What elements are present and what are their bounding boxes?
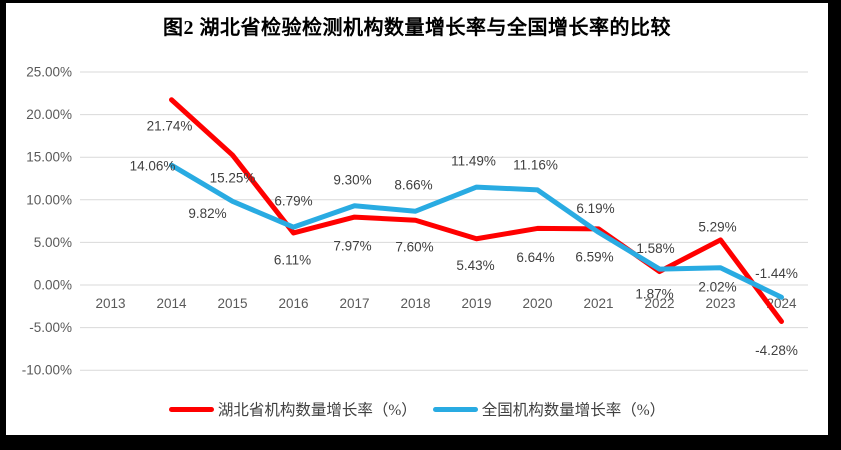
data-label-hubei: 15.25% (210, 171, 256, 186)
data-label-hubei: 6.64% (516, 250, 554, 265)
y-axis-tick-label: 15.00% (26, 150, 72, 165)
hubei-series-color-swatch (168, 406, 214, 412)
x-axis-tick-label: 2019 (461, 296, 491, 311)
data-label-hubei: 21.74% (147, 118, 193, 133)
x-axis-tick-label: 2023 (705, 296, 735, 311)
x-axis-tick-label: 2015 (217, 296, 247, 311)
national-series-color-swatch (432, 406, 478, 412)
x-axis-tick-label: 2013 (95, 296, 125, 311)
data-label-hubei: 6.11% (274, 252, 311, 267)
legend-label-hubei: 湖北省机构数量增长率（%） (217, 402, 417, 419)
data-label-hubei: -4.28% (755, 343, 798, 358)
data-label-hubei: 5.43% (456, 258, 494, 273)
data-label-national: 11.49% (451, 154, 496, 169)
legend-label-national: 全国机构数量增长率（%） (481, 402, 666, 419)
legend-item-national: 全国机构数量增长率（%） (432, 398, 666, 420)
data-label-national: 6.19% (576, 201, 614, 216)
y-axis-tick-label: 0.00% (34, 278, 72, 293)
x-axis-tick-label: 2014 (156, 296, 187, 311)
chart-title: 图2 湖北省检验检测机构数量增长率与全国增长率的比较 (163, 17, 671, 39)
series-line-national (169, 162, 784, 300)
data-label-hubei: 7.97% (333, 239, 371, 254)
data-label-national: -1.44% (755, 266, 798, 281)
data-label-national: 8.66% (394, 178, 432, 193)
data-label-national: 1.87% (635, 287, 673, 302)
legend-item-hubei: 湖北省机构数量增长率（%） (168, 398, 417, 420)
data-label-national: 9.30% (333, 172, 371, 187)
data-label-hubei: 1.58% (636, 241, 674, 256)
y-axis-tick-label: 20.00% (26, 107, 72, 122)
y-axis-tick-label: -10.00% (22, 363, 72, 378)
x-axis-tick-label: 2016 (278, 296, 308, 311)
y-axis-tick-label: 5.00% (34, 235, 72, 250)
x-axis-tick-label: 2024 (766, 296, 797, 311)
y-axis-tick-label: -5.00% (29, 320, 72, 335)
legend: 湖北省机构数量增长率（%） 全国机构数量增长率（%） (6, 398, 828, 420)
data-label-hubei: 6.59% (575, 249, 613, 264)
x-axis-tick-label: 2020 (522, 296, 552, 311)
data-label-national: 2.02% (698, 279, 736, 294)
data-label-national: 11.16% (513, 157, 558, 172)
x-axis-tick-label: 2022 (644, 296, 674, 311)
data-label-national: 9.82% (188, 206, 226, 221)
data-label-national: 6.79% (274, 194, 312, 209)
data-label-hubei: 7.60% (395, 240, 433, 255)
y-axis-tick-label: 25.00% (26, 65, 72, 80)
series-line-hubei (169, 97, 784, 324)
x-axis-tick-label: 2017 (339, 296, 369, 311)
x-axis-tick-label: 2018 (400, 296, 430, 311)
y-axis-tick-label: 10.00% (26, 192, 72, 207)
data-label-hubei: 5.29% (698, 219, 736, 234)
data-label-national: 14.06% (130, 159, 176, 174)
x-axis-tick-label: 2021 (583, 296, 613, 311)
